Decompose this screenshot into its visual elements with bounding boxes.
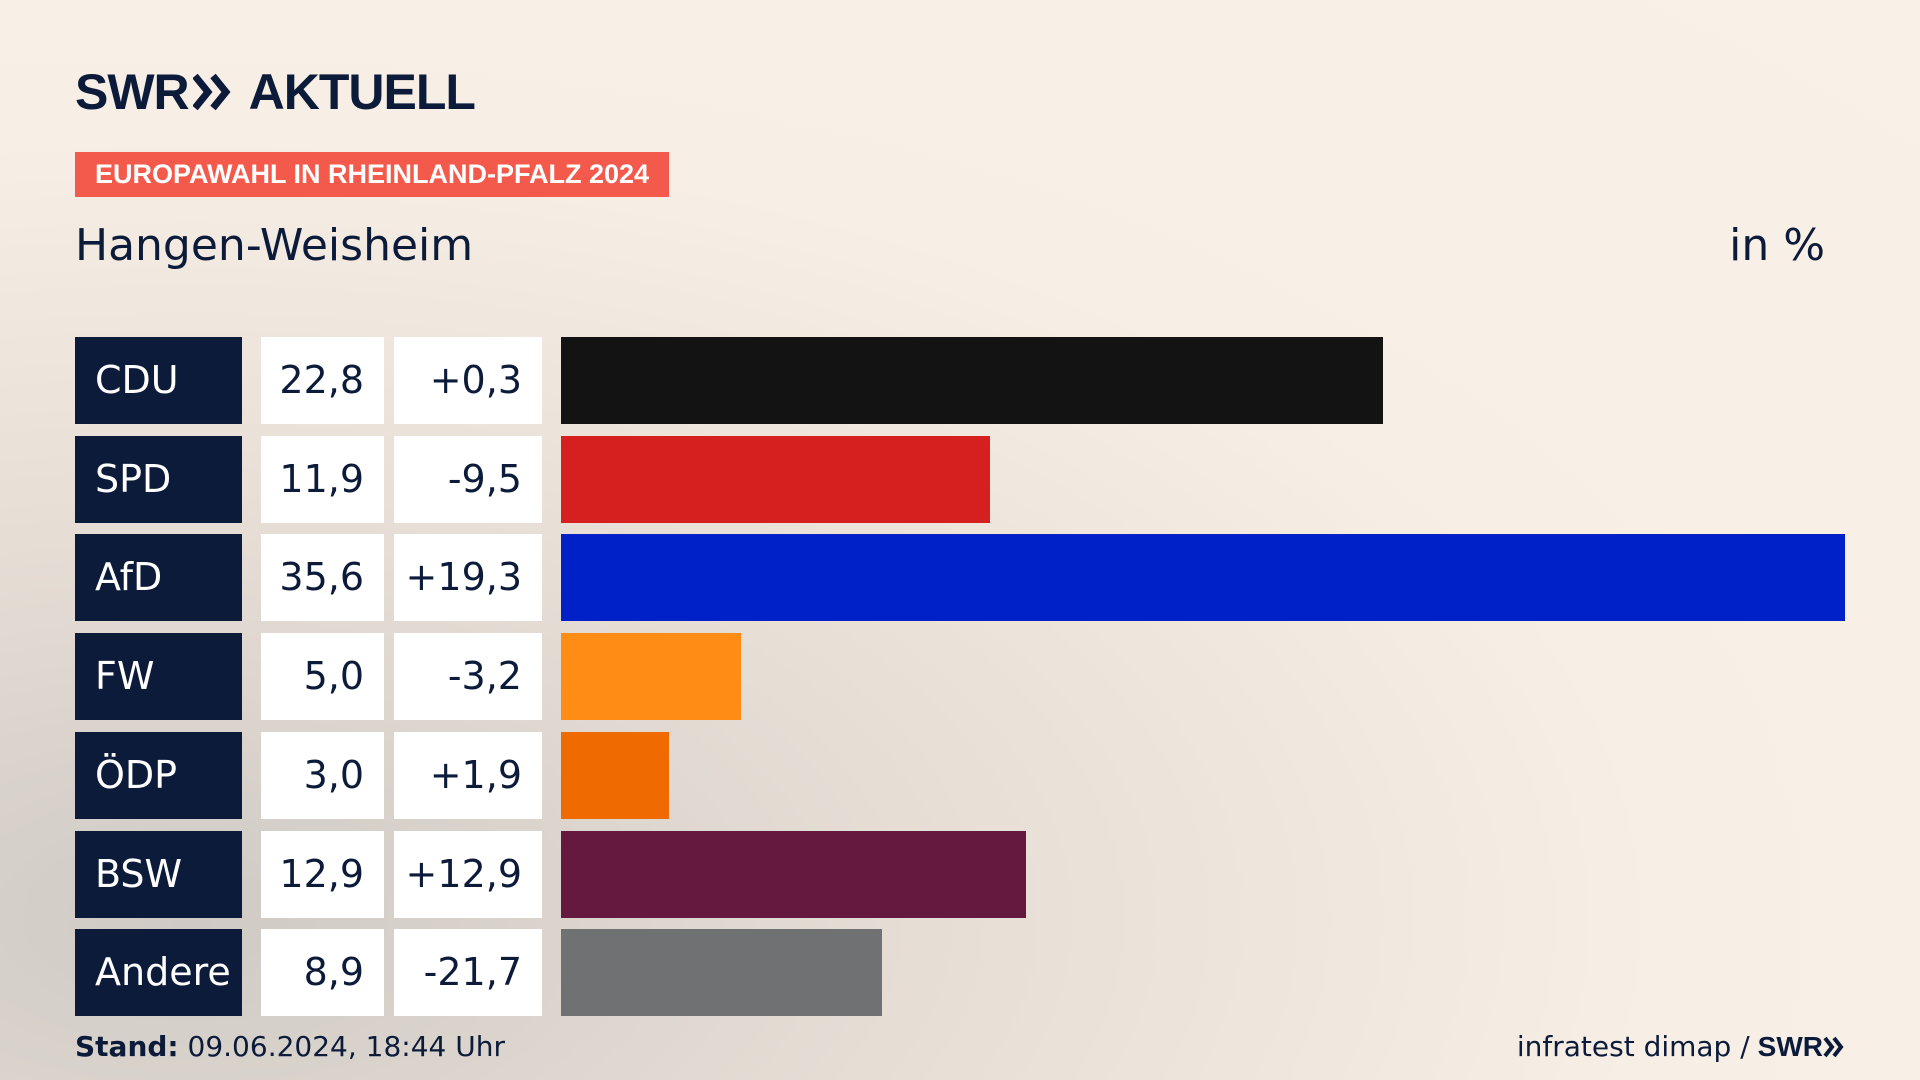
value-label: 3,0 [261,732,384,819]
party-label: AfD [75,534,242,621]
value-label: 8,9 [261,929,384,1016]
bar-afd [561,534,1845,621]
value-label: 5,0 [261,633,384,720]
chart-row-bsw: BSW 12,9 +12,9 [75,831,1845,918]
value-label: 11,9 [261,436,384,523]
chart-row-cdu: CDU 22,8 +0,3 [75,337,1845,424]
election-tag: EUROPAWAHL IN RHEINLAND-PFALZ 2024 [75,152,670,197]
swr-aktuell-logo: SWR AKTUELL [75,64,476,120]
party-label: BSW [75,831,242,918]
party-label: SPD [75,436,242,523]
value-label: 35,6 [261,534,384,621]
value-label: 22,8 [261,337,384,424]
small-chevron-icon [1823,1036,1844,1057]
source-text: infratest dimap / [1516,1030,1750,1063]
diff-label: +19,3 [394,534,542,621]
diff-label: -21,7 [394,929,542,1016]
page-title: Hangen-Weisheim [75,220,474,271]
chart-row-afd: AfD 35,6 +19,3 [75,534,1845,621]
diff-label: +0,3 [394,337,542,424]
diff-label: -9,5 [394,436,542,523]
value-label: 12,9 [261,831,384,918]
bar-andere [561,929,882,1016]
chart-row-spd: SPD 11,9 -9,5 [75,436,1845,523]
chart-row-andere: Andere 8,9 -21,7 [75,929,1845,1016]
source-credit: infratest dimap / SWR [1517,1030,1845,1063]
diff-label: +12,9 [394,831,542,918]
bar-fw [561,633,741,720]
stand-value: 09.06.2024, 18:44 Uhr [187,1030,505,1063]
small-logo-text: SWR [1757,1030,1823,1062]
diff-label: +1,9 [394,732,542,819]
party-label: Andere [75,929,242,1016]
bar-spd [561,436,990,523]
party-label: CDU [75,337,242,424]
bar-ödp [561,732,669,819]
bar-cdu [561,337,1383,424]
double-chevron-icon [192,73,233,111]
timestamp: Stand: 09.06.2024, 18:44 Uhr [75,1030,505,1063]
unit-label: in % [1729,220,1825,271]
chart-row-fw: FW 5,0 -3,2 [75,633,1845,720]
stand-label: Stand: [75,1030,179,1063]
logo-swr-text: SWR [75,64,190,120]
logo-aktuell-text: AKTUELL [248,64,476,120]
bar-bsw [561,831,1026,918]
party-label: FW [75,633,242,720]
swr-small-logo: SWR [1758,1031,1845,1063]
chart-row-ödp: ÖDP 3,0 +1,9 [75,732,1845,819]
party-label: ÖDP [75,732,242,819]
diff-label: -3,2 [394,633,542,720]
